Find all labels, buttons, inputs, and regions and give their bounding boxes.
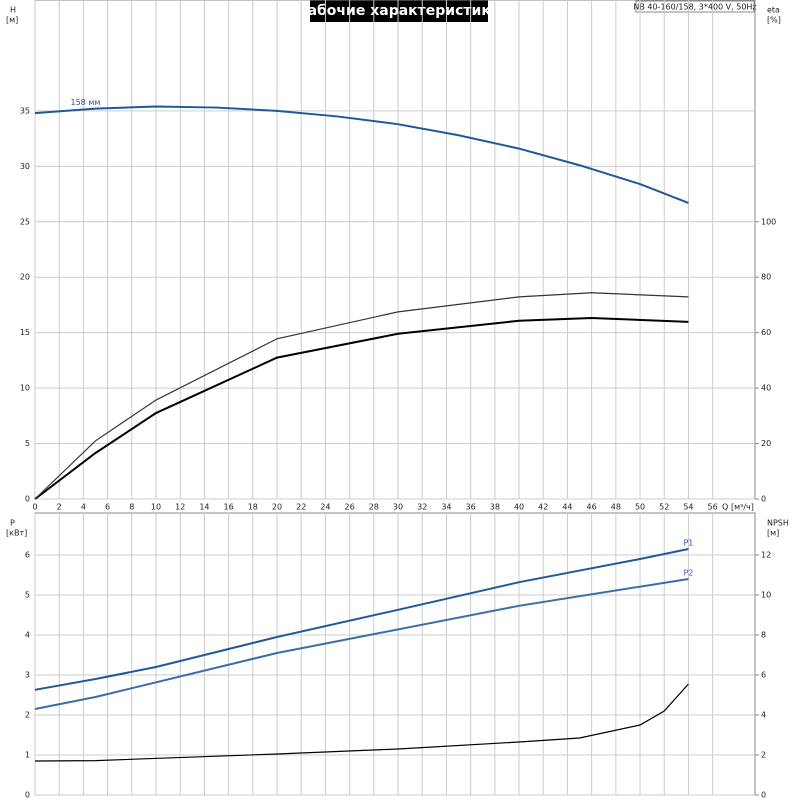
x-tick-label: 52 [659,503,669,512]
y-axis-unit: [кВт] [6,529,27,538]
y-tick-label: 15 [20,328,30,337]
y-tick-label: 5 [25,591,30,600]
x-tick-label: 54 [683,503,693,512]
x-tick-label: 32 [417,503,427,512]
y2-tick-label: 10 [761,591,771,600]
x-tick-label: 36 [466,503,476,512]
x-tick-label: 34 [441,503,451,512]
y2-axis-unit: [%] [767,16,781,25]
x-tick-label: 20 [272,503,282,512]
x-tick-label: 2 [57,503,62,512]
y-tick-label: 20 [20,273,30,282]
y-tick-label: 30 [20,162,30,171]
y-tick-label: 35 [20,106,30,115]
x-tick-label: 4 [81,503,86,512]
y2-tick-label: 12 [761,551,771,560]
y2-tick-label: 100 [761,217,776,226]
y2-tick-label: 60 [761,328,771,337]
x-tick-label: 44 [562,503,572,512]
y-tick-label: 4 [25,631,30,640]
series-label: 158 мм [71,98,101,107]
x-tick-label: 8 [129,503,134,512]
series-label: P1 [683,539,693,548]
line-series [34,316,689,500]
y-tick-label: 0 [25,495,30,504]
x-tick-label: 14 [199,503,209,512]
y-tick-label: 25 [20,217,30,226]
x-tick-label: 12 [175,503,185,512]
x-tick-label: 0 [32,503,37,512]
y-tick-label: 1 [25,751,30,760]
x-tick-label: 46 [587,503,597,512]
x-tick-label: 28 [369,503,379,512]
y-tick-label: 3 [25,671,30,680]
x-tick-label: 16 [224,503,234,512]
x-tick-label: 6 [105,503,110,512]
title-box [310,0,488,22]
x-tick-label: 42 [538,503,548,512]
line-series [34,578,689,710]
x-tick-label: 38 [490,503,500,512]
x-axis-label: Q [722,503,728,512]
line-series [34,683,689,762]
x-tick-label: 26 [345,503,355,512]
y-tick-label: 10 [20,384,30,393]
x-tick-label: 22 [296,503,306,512]
y-axis-unit: [м] [6,16,18,25]
y2-tick-label: 2 [761,751,766,760]
info-box [635,0,755,13]
chart-title: Рабочие характеристики [297,3,500,19]
y2-tick-label: 4 [761,711,766,720]
y-tick-label: 2 [25,711,30,720]
x-tick-label: 18 [248,503,258,512]
y2-axis-label: eta [767,6,780,15]
y2-axis-unit: [м] [767,529,779,538]
y-tick-label: 5 [25,439,30,448]
y2-tick-label: 40 [761,384,771,393]
x-tick-label: 24 [320,503,330,512]
series-label: P2 [683,569,693,578]
y2-tick-label: 80 [761,273,771,282]
x-tick-label: 50 [635,503,645,512]
chart-subtitle: NB 40-160/158, 3*400 V, 50Hz [633,3,756,12]
y2-axis-label: NPSH [767,519,789,528]
plot-area [34,0,756,500]
y-axis-label: P [10,519,15,528]
y2-tick-label: 20 [761,439,771,448]
y2-tick-label: 6 [761,671,766,680]
x-tick-label: 48 [611,503,621,512]
x-tick-label: 56 [708,503,718,512]
x-tick-label: 40 [514,503,524,512]
y2-tick-label: 8 [761,631,766,640]
y2-tick-label: 0 [761,791,766,800]
y-tick-label: 6 [25,551,30,560]
x-axis-unit: [м³/ч] [731,503,754,512]
line-series [34,292,689,500]
x-tick-label: 30 [393,503,403,512]
x-tick-label: 10 [151,503,161,512]
y2-tick-label: 0 [761,495,766,504]
y-axis-label: H [10,6,16,15]
y-tick-label: 0 [25,791,30,800]
line-series [34,548,689,691]
line-series [34,105,689,204]
